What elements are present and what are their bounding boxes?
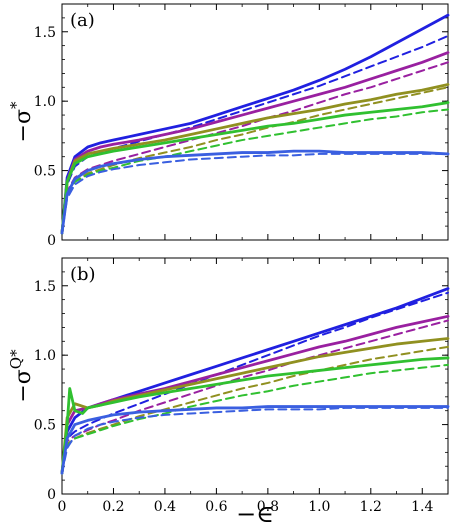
y-tick-label: 0 [47,233,56,249]
series-line-4-solid [60,83,450,235]
plot-frame [61,3,449,241]
series-line-1-dashed [61,34,449,235]
x-tick-label: 1.2 [360,499,382,515]
series-line-0-solid [60,287,450,475]
y-axis-label-main: −σ [11,109,36,142]
y-tick-label: 0.5 [34,164,56,180]
series-line-6-solid [60,101,450,235]
x-axis-label: −∈ [236,500,274,528]
series-line-0-solid [60,13,450,235]
x-tick-label: 0 [58,499,67,515]
series-line-2-solid [60,314,450,475]
x-tick-label: 0.8 [257,499,279,515]
y-tick-label: 1.0 [34,348,56,364]
series-line-7-dashed [61,108,449,235]
y-axis-label-main: −σ [11,369,36,402]
x-tick-label: 1.0 [308,499,330,515]
panel-label: (b) [70,264,96,285]
series-line-1-dashed [61,291,449,475]
series-line-3-dashed [61,319,449,475]
y-tick-label: 1.5 [34,279,56,295]
y-axis-label: −σQ* [7,349,36,403]
y-tick-label: 1.0 [34,94,56,110]
y-tick-label: 0 [47,487,56,503]
x-tick-label: 0.4 [154,499,176,515]
x-tick-label: 0.2 [102,499,124,515]
y-axis-label-sup: Q* [7,349,25,369]
panel-label: (a) [70,10,95,31]
series-line-8-solid [60,405,450,475]
panel-b: 0 0.2 0.4 0.6 0.8 1.0 1.2 1.400.51.01.5(b)−σQ*−… [7,257,450,528]
series-line-7-dashed [61,363,449,475]
x-tick-label: 0.6 [205,499,227,515]
y-axis-label: −σ* [7,101,36,142]
plot-frame [61,257,449,495]
series-line-2-solid [60,51,450,235]
y-tick-label: 1.5 [34,25,56,41]
series-line-6-solid [60,356,450,475]
series-line-5-dashed [61,345,449,475]
y-tick-label: 0.5 [34,418,56,434]
series-line-8-solid [60,149,450,235]
panel-a: 0 0.5 1.0 1.5 (a) −σ* [7,3,450,249]
series-line-9-dashed [61,152,449,235]
y-axis-label-sup: * [7,101,25,109]
series-line-5-dashed [61,86,449,235]
x-tick-label: 1.4 [411,499,433,515]
